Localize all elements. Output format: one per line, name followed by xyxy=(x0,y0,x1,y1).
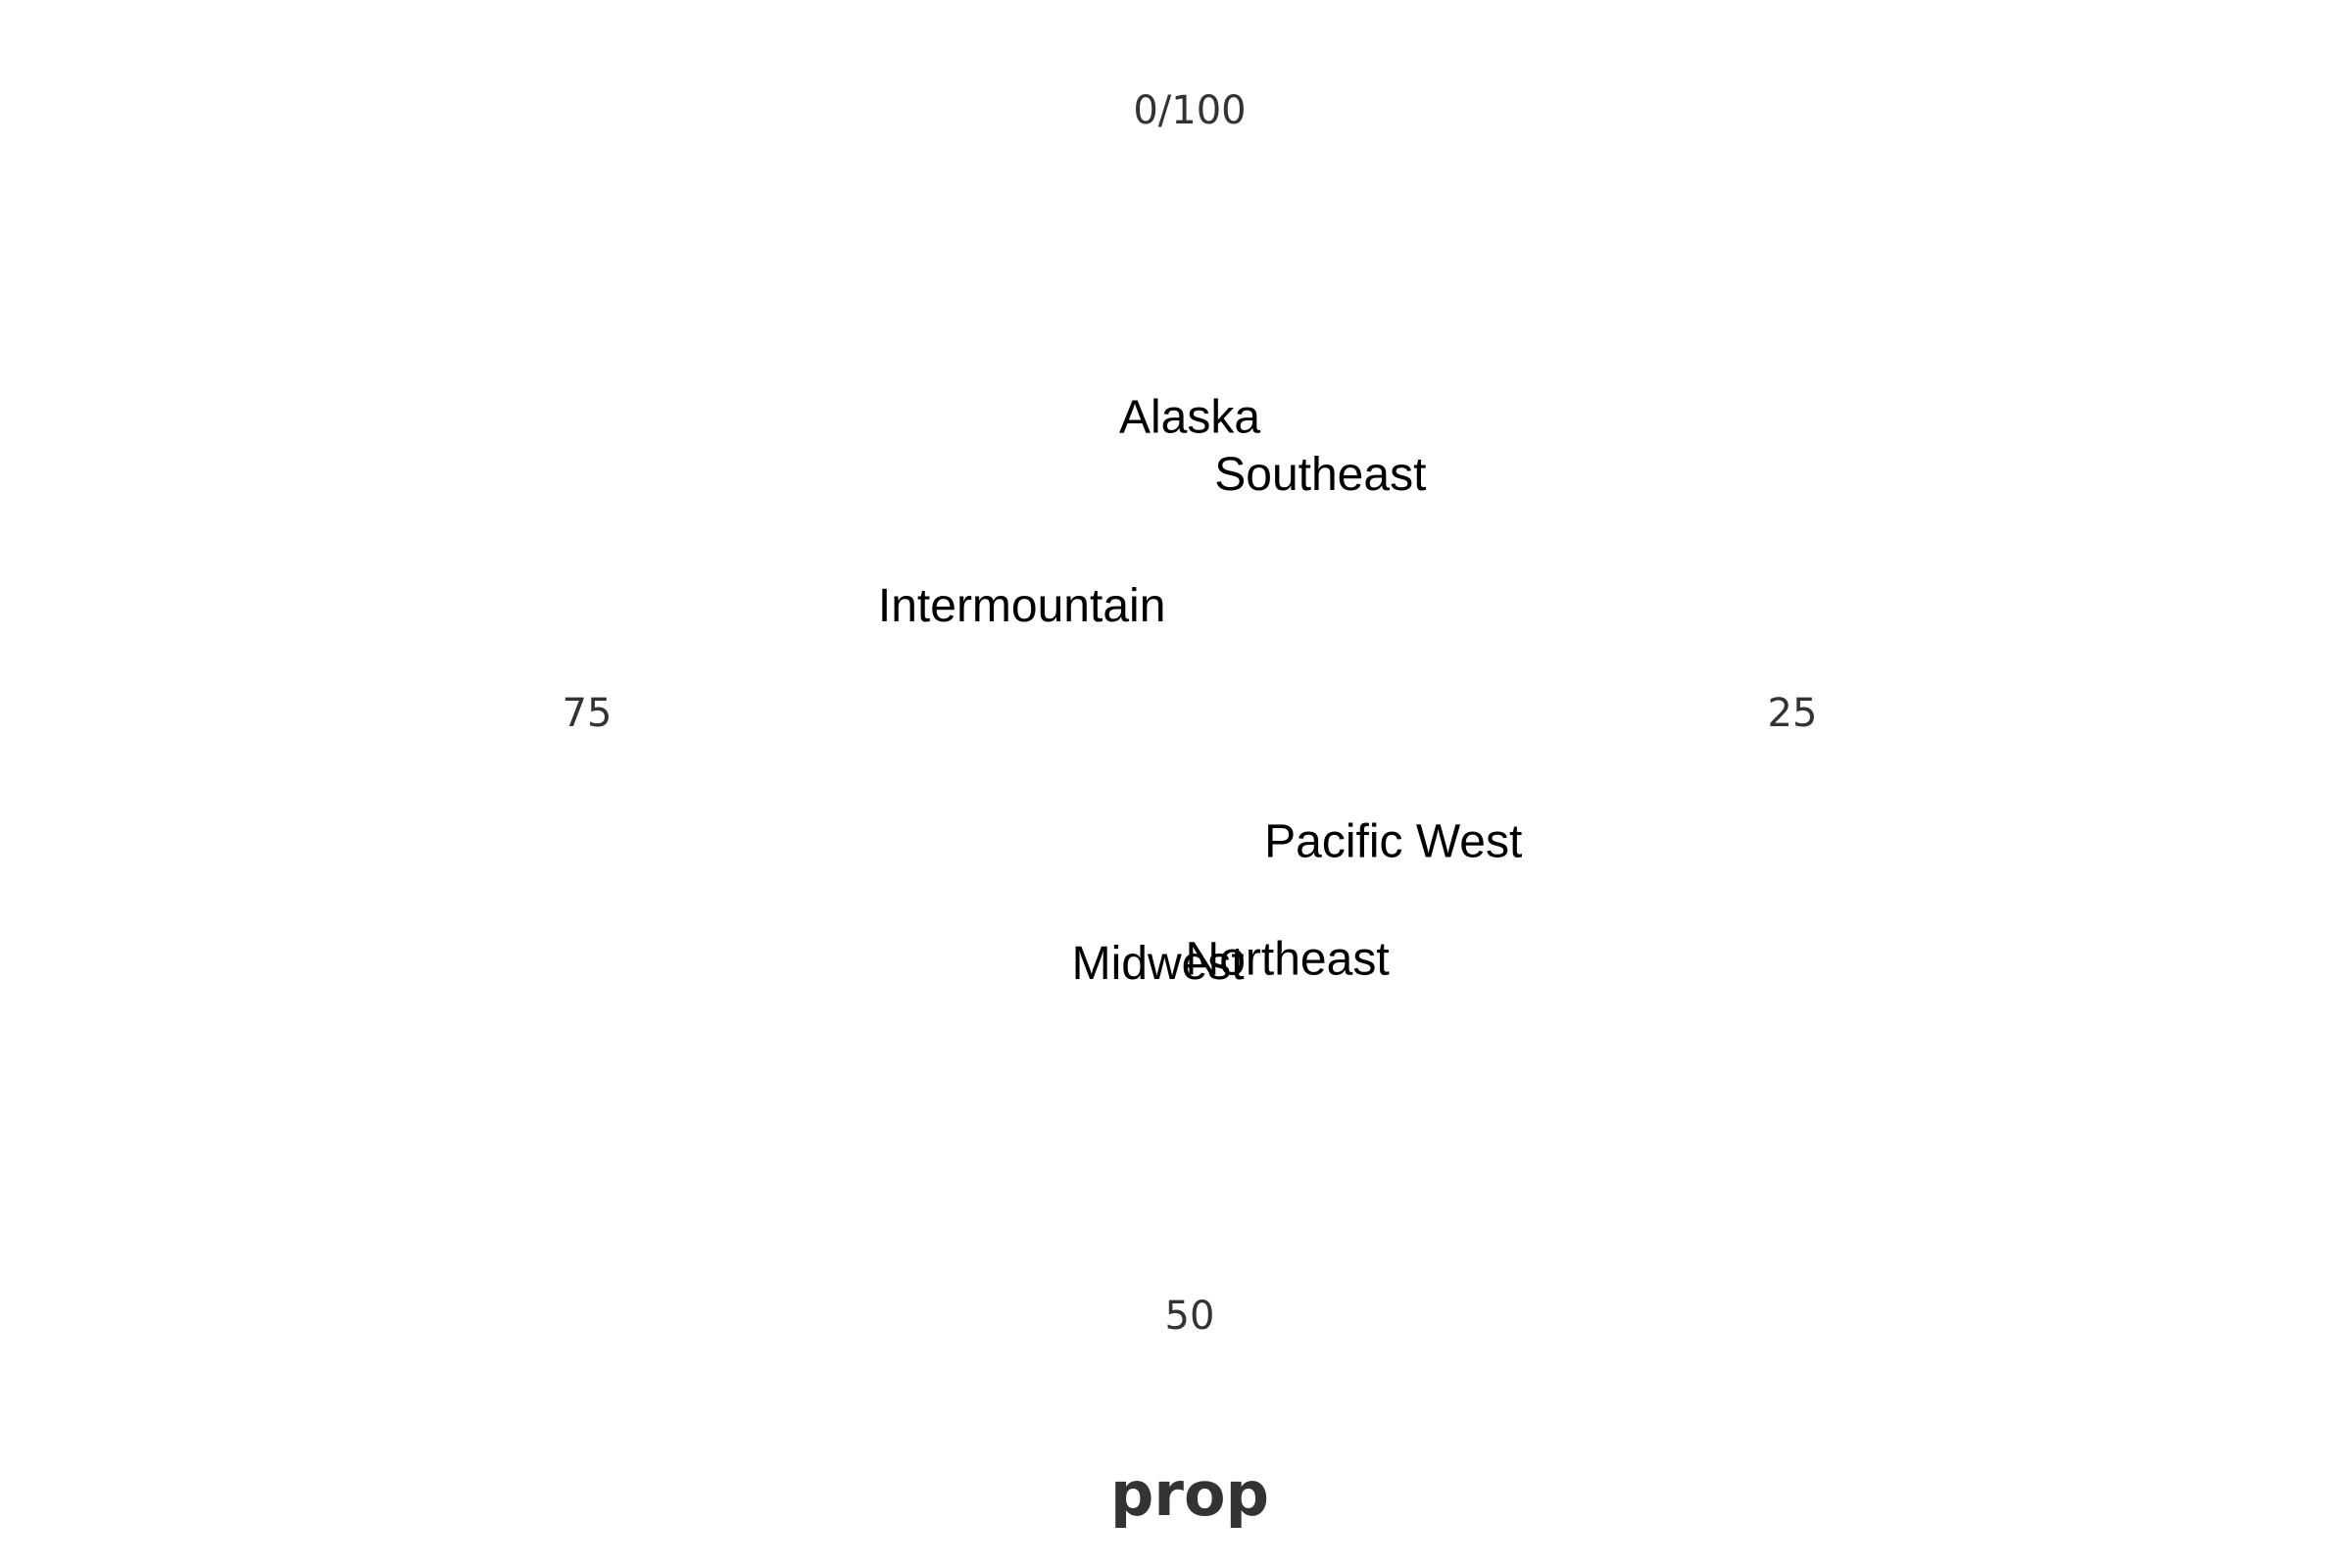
point-label-pacific-west: Pacific West xyxy=(1264,815,1522,867)
theta-tick-labels: 0/100 25 50 75 xyxy=(563,88,1818,1339)
point-labels: Alaska Southeast Intermountain Pacific West… xyxy=(878,391,1522,990)
point-label-alaska: Alaska xyxy=(1119,391,1260,443)
point-label-southeast: Southeast xyxy=(1214,449,1426,501)
point-label-northeast: Northeast xyxy=(1186,933,1390,985)
x-axis-title: prop xyxy=(1110,1458,1269,1530)
theta-tick-label: 0/100 xyxy=(1133,88,1246,133)
theta-tick-label: 25 xyxy=(1768,691,1818,736)
theta-tick-label: 50 xyxy=(1165,1294,1215,1339)
point-label-midwest: Midwest xyxy=(1072,938,1245,990)
theta-tick-label: 75 xyxy=(563,691,612,736)
point-label-intermountain: Intermountain xyxy=(878,580,1166,632)
